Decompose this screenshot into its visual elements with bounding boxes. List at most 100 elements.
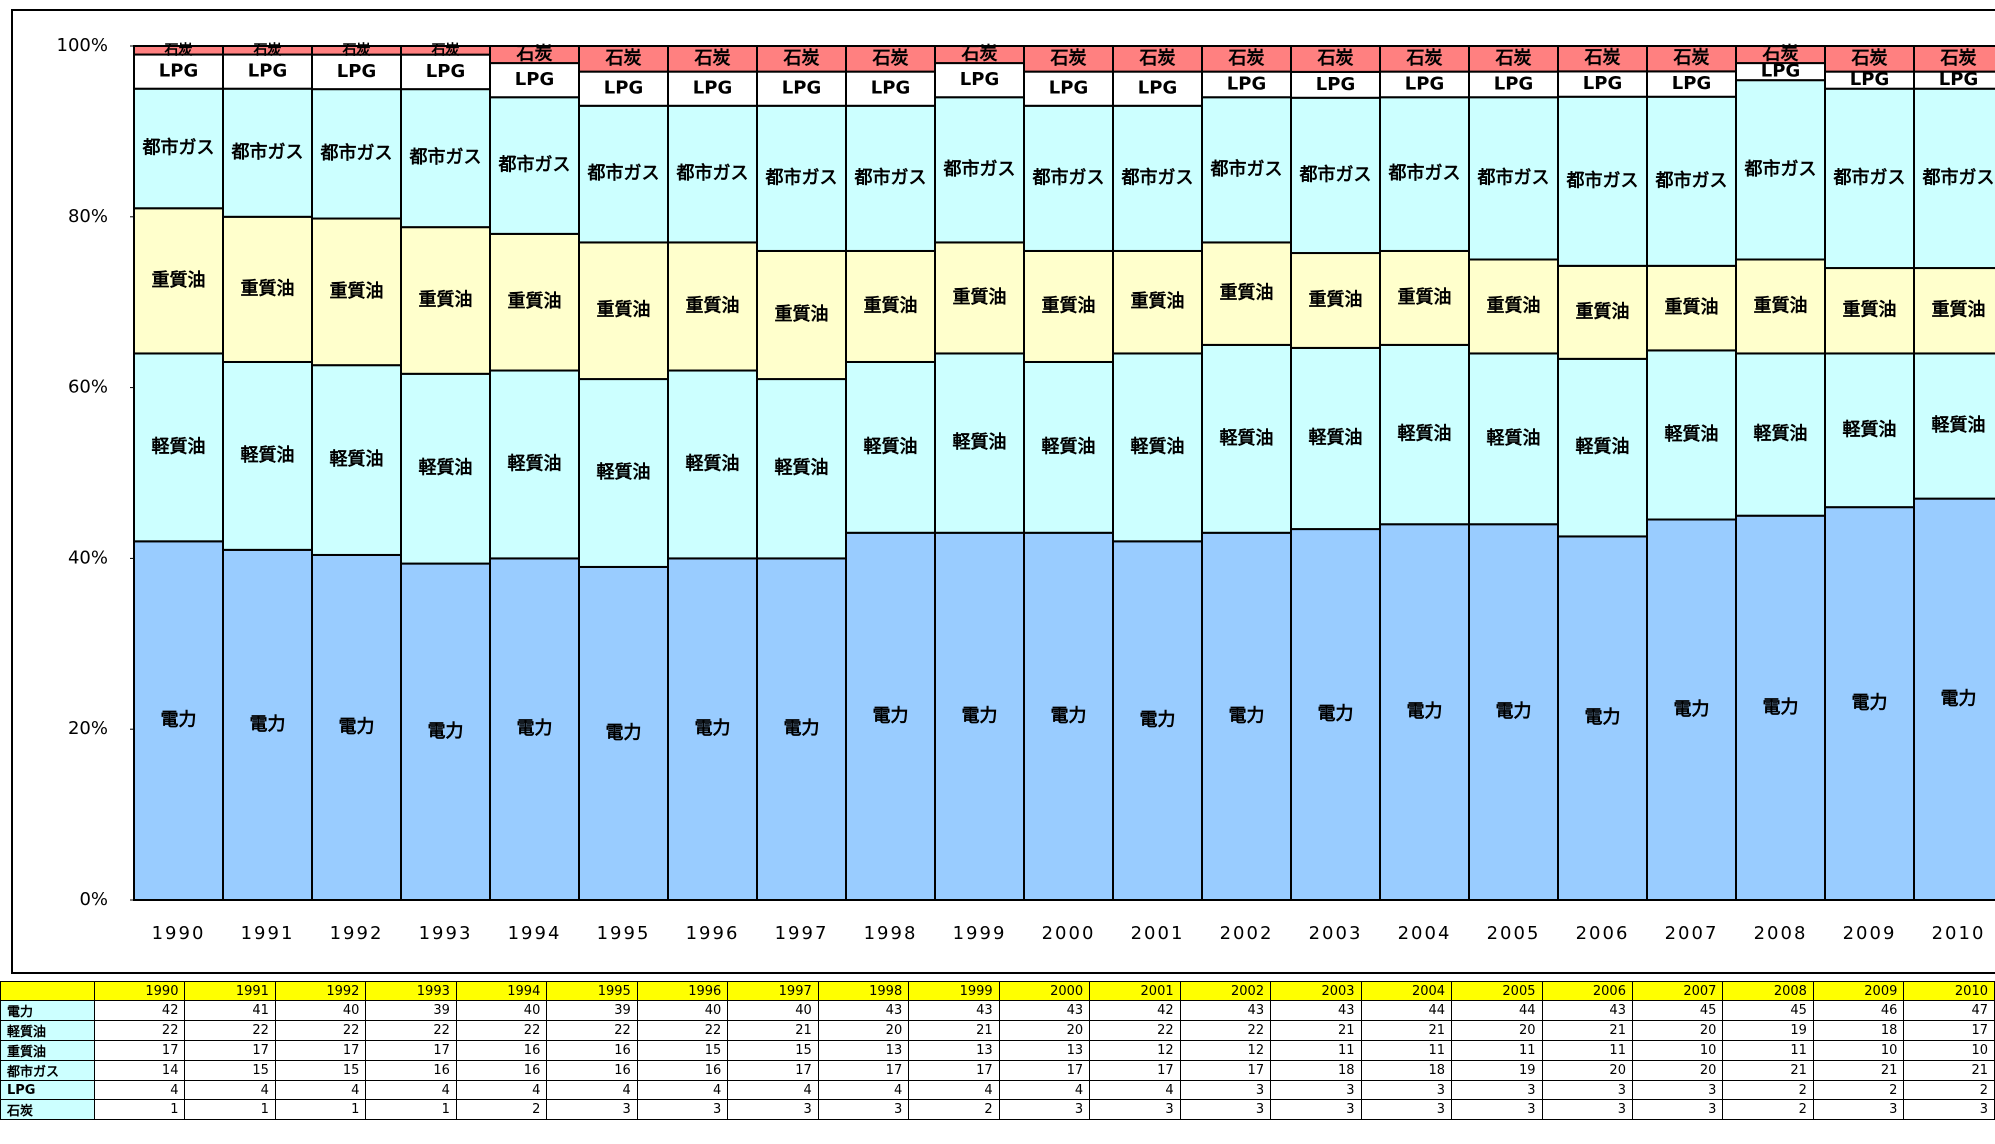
table-cell: 42 — [93, 1000, 186, 1021]
segment-label: 軽質油 — [1576, 436, 1630, 458]
segment-label: 石炭 — [1050, 47, 1087, 69]
segment-label: 石炭 — [342, 41, 371, 58]
table-cell: 20 — [1631, 1020, 1724, 1041]
segment-label: 重質油 — [1309, 288, 1363, 310]
bar-segment — [1913, 267, 1995, 355]
table-cell: 42 — [1089, 1000, 1181, 1021]
bar-segment — [1023, 360, 1114, 534]
table-row-label: 重質油 — [0, 1040, 95, 1061]
bar-segment — [1557, 45, 1648, 73]
segment-label: 石炭 — [1228, 47, 1265, 69]
segment-label: 電力 — [1140, 710, 1176, 731]
bar-segment — [1468, 523, 1559, 901]
segment-label: 軽質油 — [1932, 414, 1986, 436]
bar-segment — [222, 548, 313, 901]
x-tick-label: 2000 — [1042, 923, 1096, 944]
table-row-label: 電力 — [0, 1000, 95, 1021]
segment-label: 都市ガス — [1922, 166, 1995, 188]
table-cell: 43 — [908, 1000, 1000, 1021]
segment-label: 重質油 — [241, 277, 295, 299]
table-cell: 4 — [546, 1080, 638, 1100]
segment-label: 電力 — [1674, 699, 1710, 720]
bar-segment — [845, 531, 936, 902]
segment-label: 軽質油 — [1220, 427, 1274, 449]
table-cell: 11 — [1722, 1040, 1814, 1061]
table-row-label: LPG — [0, 1080, 95, 1100]
bar-segment — [311, 217, 402, 367]
segment-label: 電力 — [1852, 693, 1888, 714]
segment-label: 都市ガス — [676, 162, 749, 184]
table-row: 重質油 17 17 17 17 16 16 15 15 13 13 13 12 12 11 11 11 11 10 1… — [0, 1040, 1995, 1061]
chart: 0%20%40%60%80%100%電力軽質油重質油都市ガスLPG石炭1990電… — [11, 9, 1995, 974]
segment-label: LPG — [248, 61, 287, 82]
segment-label: LPG — [1049, 78, 1088, 99]
bar-segment — [1023, 104, 1114, 252]
table-cell: 4 — [455, 1080, 548, 1100]
segment-label: 電力 — [1941, 688, 1977, 709]
segment-label: 重質油 — [419, 288, 473, 310]
segment-label: 石炭 — [605, 47, 642, 69]
table-cell: 21 — [1812, 1060, 1905, 1081]
segment-label: LPG — [960, 69, 999, 90]
table-cell: 41 — [184, 1000, 276, 1021]
segment-label: LPG — [1405, 73, 1444, 94]
bar-segment — [400, 562, 491, 901]
table-cell: 43 — [817, 1000, 910, 1021]
bar-segment — [756, 378, 847, 560]
bar-segment — [222, 360, 313, 551]
table-cell: 45 — [1631, 1000, 1724, 1021]
bar-segment — [1379, 96, 1470, 252]
bar-segment — [578, 565, 669, 901]
bar-segment — [1112, 249, 1203, 355]
table-cell: 21 — [1360, 1020, 1453, 1041]
table-row: 石炭 1 1 1 1 2 3 3 3 3 2 3 3 3 3 3 3 3 3 2 3 3 — [0, 1099, 1995, 1120]
table-row: 電力 42 41 40 39 40 39 40 40 43 43 43 42 43 43 44 44 43 45 45… — [0, 1000, 1995, 1021]
x-tick-label: 2004 — [1398, 923, 1452, 944]
segment-label: 石炭 — [1406, 47, 1443, 69]
segment-label: 重質油 — [953, 286, 1007, 308]
table-cell: 45 — [1722, 1000, 1814, 1021]
segment-label: 重質油 — [1042, 294, 1096, 316]
bar-segment — [756, 104, 847, 252]
table-cell: 10 — [1812, 1040, 1905, 1061]
segment-label: 軽質油 — [152, 435, 206, 457]
table-cell: 3 — [998, 1099, 1091, 1120]
table-cell: 1 — [184, 1099, 276, 1120]
x-tick-label: 2001 — [1131, 923, 1185, 944]
table-cell: 21 — [1541, 1020, 1633, 1041]
x-tick-label: 2002 — [1220, 923, 1274, 944]
bar-segment — [578, 241, 669, 381]
bar-segment — [667, 369, 758, 560]
table-row: 都市ガス 14 15 15 16 16 16 16 17 17 17 17 17 17 18 18 19 20 20… — [0, 1060, 1995, 1081]
bar-segment — [1646, 70, 1737, 98]
table-year: 2006 — [1541, 981, 1633, 1001]
data-table: 1990 1991 1992 1993 1994 1995 1996 1997 1998 1999… — [0, 981, 1995, 1120]
table-cell: 22 — [546, 1020, 638, 1041]
x-tick-label: 1995 — [597, 923, 651, 944]
table-cell: 2 — [455, 1099, 548, 1120]
table-year: 2008 — [1722, 981, 1814, 1001]
segment-label: 重質油 — [1487, 294, 1541, 316]
bar-segment — [222, 215, 313, 363]
segment-label: 都市ガス — [854, 166, 927, 188]
table-cell: 4 — [817, 1080, 910, 1100]
segment-label: 都市ガス — [142, 136, 215, 158]
segment-label: 石炭 — [872, 47, 909, 69]
segment-label: 重質油 — [1932, 299, 1986, 321]
table-cell: 16 — [546, 1040, 638, 1061]
segment-label: LPG — [1672, 73, 1711, 94]
table-year: 2003 — [1270, 981, 1362, 1001]
table-cell: 39 — [546, 1000, 638, 1021]
table-cell: 4 — [365, 1080, 457, 1100]
segment-label: 電力 — [962, 705, 998, 726]
segment-label: 都市ガス — [320, 142, 393, 164]
segment-label: 軽質油 — [686, 452, 740, 474]
table-cell: 11 — [1541, 1040, 1633, 1061]
table-cell: 12 — [1089, 1040, 1181, 1061]
segment-label: LPG — [1227, 73, 1266, 94]
segment-label: 都市ガス — [1299, 163, 1372, 185]
bar-segment — [1735, 352, 1826, 517]
table-cell: 43 — [1179, 1000, 1272, 1021]
segment-label: 都市ガス — [409, 146, 482, 168]
segment-label: 軽質油 — [1754, 423, 1808, 445]
